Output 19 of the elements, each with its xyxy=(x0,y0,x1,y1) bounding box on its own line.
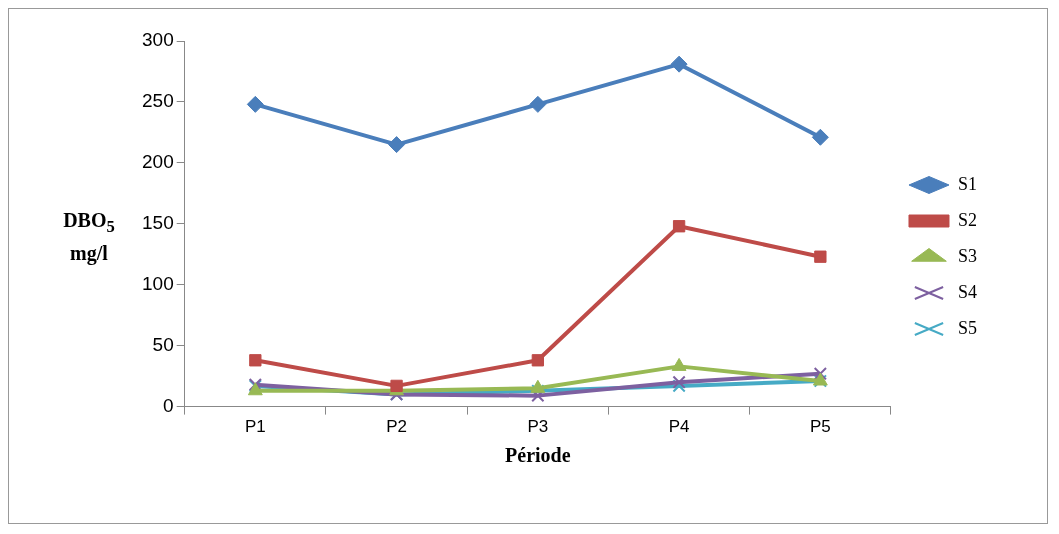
y-tick-label: 50 xyxy=(152,333,174,355)
y-tick-label: 300 xyxy=(142,29,174,51)
legend-label: S4 xyxy=(957,281,977,302)
y-tick-label: 100 xyxy=(142,272,174,294)
legend-label: S1 xyxy=(957,173,977,194)
x-tick-label: P4 xyxy=(668,417,690,437)
x-tick-label: P3 xyxy=(527,417,549,437)
y-tick-label: 250 xyxy=(142,90,174,112)
x-tick-label: P5 xyxy=(809,417,831,437)
y-tick-label: 200 xyxy=(142,151,174,173)
legend-label: S5 xyxy=(957,317,977,338)
x-tick-label: P2 xyxy=(386,417,407,437)
y-axis-title: DBO$_{5}$ mg/l xyxy=(62,208,116,266)
x-axis-title: Période xyxy=(505,444,571,467)
y-tick-label: 0 xyxy=(163,394,174,416)
y-tick-label: 150 xyxy=(142,212,174,234)
x-tick-label: P1 xyxy=(244,417,266,437)
legend-label: S3 xyxy=(957,245,977,266)
legend-label: S2 xyxy=(957,209,977,230)
